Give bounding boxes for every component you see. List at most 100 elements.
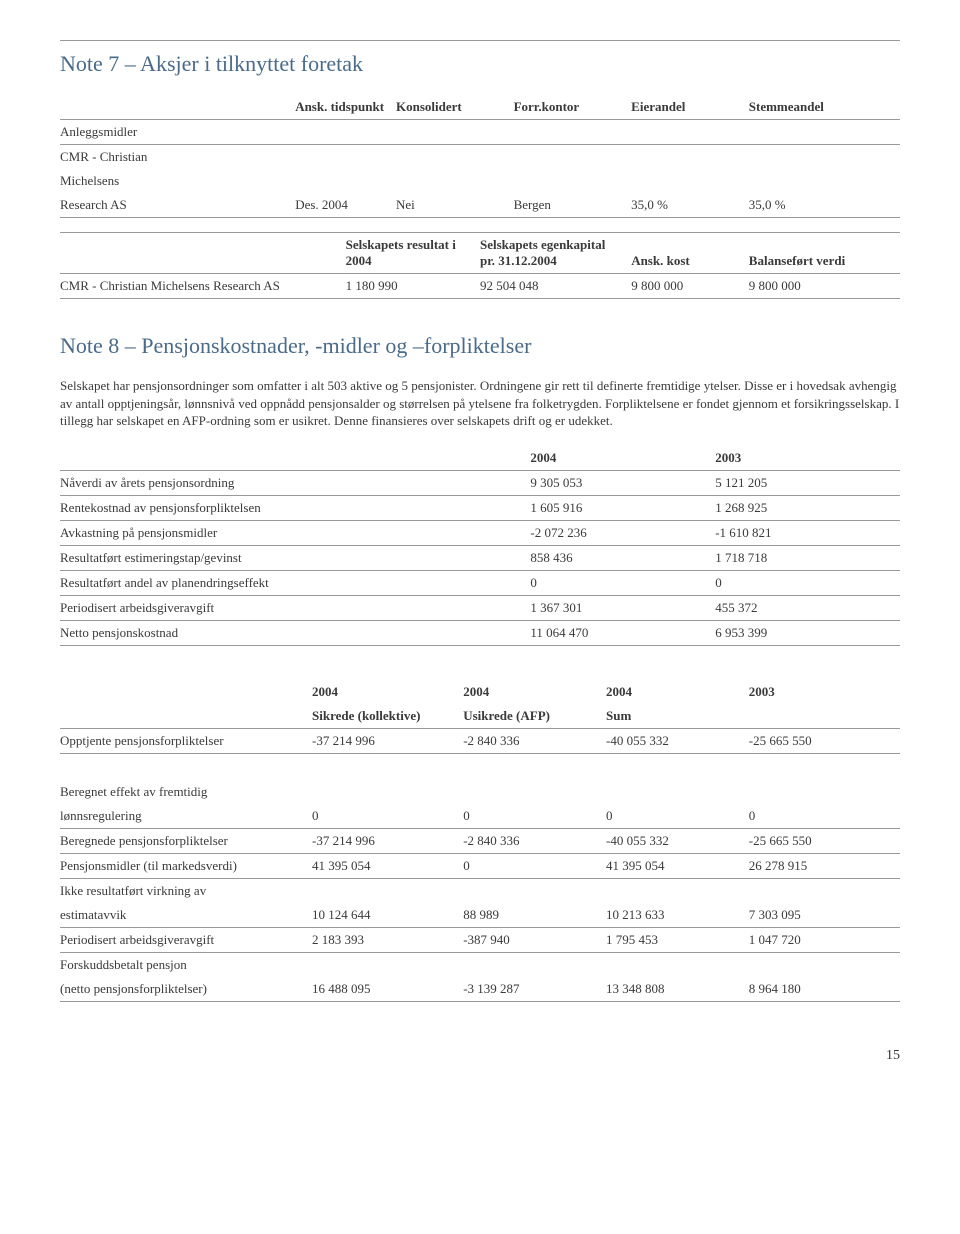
cell: Des. 2004 <box>295 193 396 218</box>
th: 2004 <box>606 680 749 704</box>
cell: 5 121 205 <box>715 470 900 495</box>
row-label: Pensjonsmidler (til markedsverdi) <box>60 853 312 878</box>
cell: 41 395 054 <box>606 853 749 878</box>
row-label: estimatavvik <box>60 903 312 928</box>
cell: -37 214 996 <box>312 828 463 853</box>
cell: 1 795 453 <box>606 927 749 952</box>
note8-body: Selskapet har pensjonsordninger som omfa… <box>60 377 900 430</box>
cell: -40 055 332 <box>606 728 749 753</box>
row-label: Research AS <box>60 193 295 218</box>
cell: -387 940 <box>463 927 606 952</box>
row-label: lønnsregulering <box>60 804 312 829</box>
cell: 13 348 808 <box>606 977 749 1002</box>
cell: 455 372 <box>715 595 900 620</box>
row-label: Periodisert arbeidsgiveravgift <box>60 595 530 620</box>
cell: 9 800 000 <box>749 274 900 299</box>
cell: 1 367 301 <box>530 595 715 620</box>
cell: 26 278 915 <box>749 853 900 878</box>
cell: 9 800 000 <box>631 274 749 299</box>
cell: -2 072 236 <box>530 520 715 545</box>
cell: 0 <box>749 804 900 829</box>
th: 2003 <box>749 680 900 704</box>
note8-table2: 2004 2004 2004 2003 Sikrede (kollektive)… <box>60 680 900 1002</box>
row-label: Nåverdi av årets pensjonsordning <box>60 470 530 495</box>
th: 2004 <box>530 446 715 471</box>
cell: 0 <box>312 804 463 829</box>
th <box>60 95 295 120</box>
cell: 0 <box>606 804 749 829</box>
row-label: Ikke resultatført virkning av <box>60 878 312 903</box>
cell: 858 436 <box>530 545 715 570</box>
cell: 41 395 054 <box>312 853 463 878</box>
cell: 0 <box>463 853 606 878</box>
row-group: Anleggsmidler <box>60 120 295 145</box>
row-label: Resultatført estimeringstap/gevinst <box>60 545 530 570</box>
cell: -2 840 336 <box>463 828 606 853</box>
row-label: CMR - Christian Michelsens Research AS <box>60 274 346 299</box>
row-label: Avkastning på pensjonsmidler <box>60 520 530 545</box>
cell: 6 953 399 <box>715 620 900 645</box>
row-label: (netto pensjonsforpliktelser) <box>60 977 312 1002</box>
th: Balanseført verdi <box>749 233 900 274</box>
th: 2004 <box>463 680 606 704</box>
note8-title: Note 8 – Pensjonskostnader, -midler og –… <box>60 333 900 359</box>
th: Stemmeandel <box>749 95 900 120</box>
th: Sum <box>606 704 749 729</box>
cell: 1 047 720 <box>749 927 900 952</box>
cell: 7 303 095 <box>749 903 900 928</box>
th: Konsolidert <box>396 95 514 120</box>
cell: 10 213 633 <box>606 903 749 928</box>
cell: 0 <box>530 570 715 595</box>
cell: 11 064 470 <box>530 620 715 645</box>
cell: 0 <box>463 804 606 829</box>
cell: -2 840 336 <box>463 728 606 753</box>
row-label: Periodisert arbeidsgiveravgift <box>60 927 312 952</box>
cell: -3 139 287 <box>463 977 606 1002</box>
th: 2003 <box>715 446 900 471</box>
cell: 0 <box>715 570 900 595</box>
th: Forr.kontor <box>514 95 632 120</box>
row-label: Rentekostnad av pensjonsforpliktelsen <box>60 495 530 520</box>
cell: 2 183 393 <box>312 927 463 952</box>
th: Sikrede (kollektive) <box>312 704 463 729</box>
cell: 10 124 644 <box>312 903 463 928</box>
th: Ansk. kost <box>631 233 749 274</box>
cell: -1 610 821 <box>715 520 900 545</box>
cell: -40 055 332 <box>606 828 749 853</box>
cell: 1 180 990 <box>346 274 480 299</box>
cell: 35,0 % <box>631 193 749 218</box>
row-label: CMR - Christian <box>60 145 295 170</box>
row-label: Resultatført andel av planendringseffekt <box>60 570 530 595</box>
row-label: Opptjente pensjonsforpliktelser <box>60 728 312 753</box>
th: Selskapets egenkapital pr. 31.12.2004 <box>480 233 631 274</box>
cell: -37 214 996 <box>312 728 463 753</box>
cell: 1 268 925 <box>715 495 900 520</box>
th: 2004 <box>312 680 463 704</box>
row-label: Michelsens <box>60 169 295 193</box>
cell: 92 504 048 <box>480 274 631 299</box>
row-label: Netto pensjonskostnad <box>60 620 530 645</box>
cell: 8 964 180 <box>749 977 900 1002</box>
th: Eierandel <box>631 95 749 120</box>
row-label: Forskuddsbetalt pensjon <box>60 952 312 977</box>
cell: Nei <box>396 193 514 218</box>
page-number: 15 <box>60 1048 900 1064</box>
th: Usikrede (AFP) <box>463 704 606 729</box>
th <box>749 704 900 729</box>
note8-table1: 2004 2003 Nåverdi av årets pensjonsordni… <box>60 446 900 646</box>
note7-table1: Ansk. tidspunkt Konsolidert Forr.kontor … <box>60 95 900 218</box>
cell: 1 718 718 <box>715 545 900 570</box>
row-label: Beregnet effekt av fremtidig <box>60 780 312 804</box>
cell: 16 488 095 <box>312 977 463 1002</box>
th: Selskapets resultat i 2004 <box>346 233 480 274</box>
note7-table2: Selskapets resultat i 2004 Selskapets eg… <box>60 232 900 299</box>
row-label: Beregnede pensjonsforpliktelser <box>60 828 312 853</box>
cell: 9 305 053 <box>530 470 715 495</box>
cell: Bergen <box>514 193 632 218</box>
cell: -25 665 550 <box>749 728 900 753</box>
cell: 1 605 916 <box>530 495 715 520</box>
note7-title: Note 7 – Aksjer i tilknyttet foretak <box>60 51 900 77</box>
cell: 88 989 <box>463 903 606 928</box>
cell: -25 665 550 <box>749 828 900 853</box>
cell: 35,0 % <box>749 193 900 218</box>
